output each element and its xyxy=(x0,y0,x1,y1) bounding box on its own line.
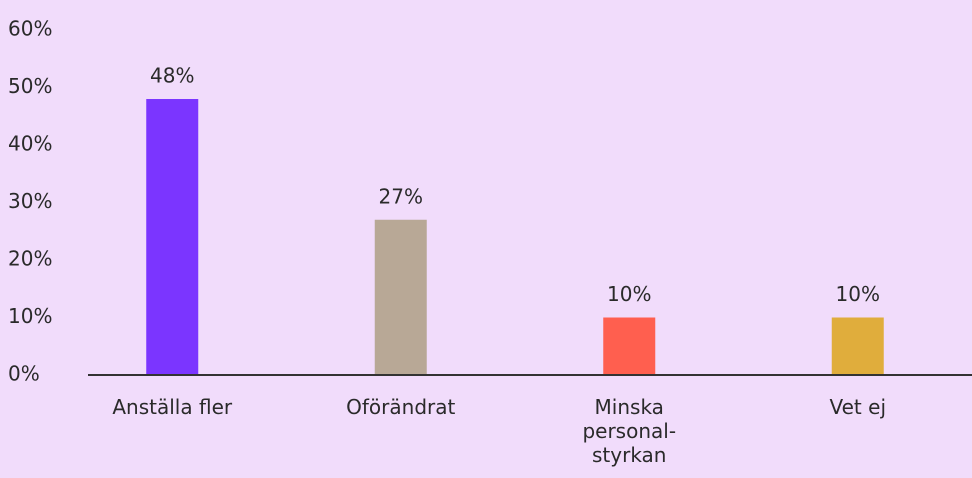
bar xyxy=(831,317,884,375)
x-tick-label: Vet ej xyxy=(829,395,887,419)
value-label: 48% xyxy=(150,64,194,88)
bar xyxy=(146,99,199,375)
y-tick-label: 40% xyxy=(8,132,52,156)
x-tick-label: Oförändrat xyxy=(346,395,456,419)
value-label: 10% xyxy=(836,282,880,306)
bar xyxy=(374,219,427,375)
y-tick-label: 30% xyxy=(8,189,52,213)
value-label: 27% xyxy=(379,184,423,208)
x-tick-label: Anställa fler xyxy=(112,395,233,419)
y-tick-label: 50% xyxy=(8,74,52,98)
value-label: 10% xyxy=(607,282,651,306)
y-tick-label: 20% xyxy=(8,247,52,271)
x-tick-label: Minska personal-styrkan xyxy=(582,395,677,467)
y-tick-label: 10% xyxy=(8,304,52,328)
y-tick-label: 0% xyxy=(8,362,40,386)
bar xyxy=(603,317,656,375)
y-tick-label: 60% xyxy=(8,17,52,41)
